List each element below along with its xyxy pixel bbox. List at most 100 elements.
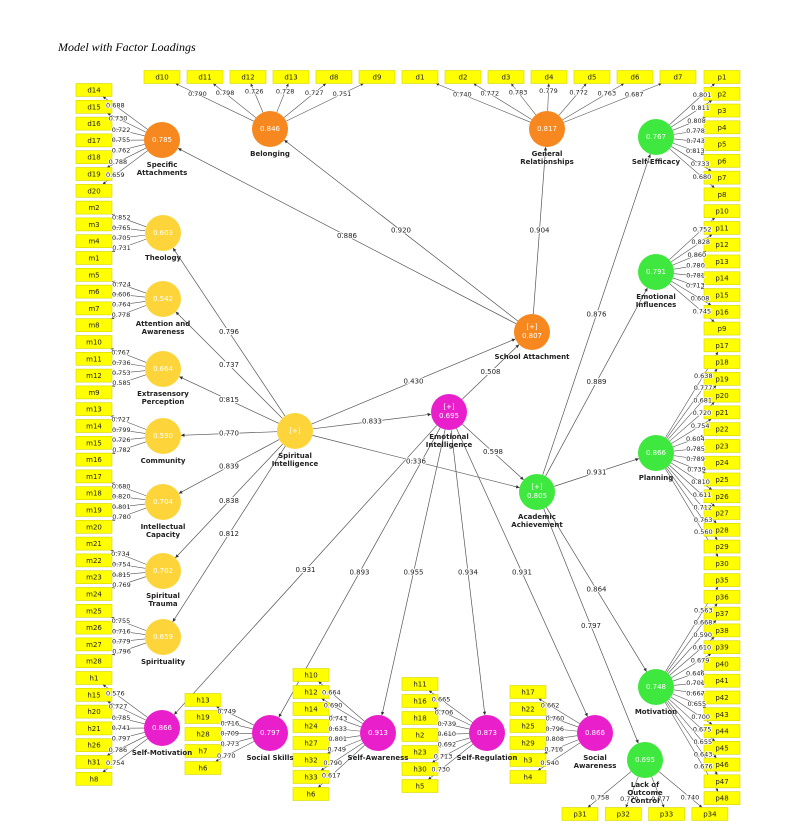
loading-arrow [111,225,146,232]
indicator-box [292,685,330,699]
loading-arrow [673,128,705,135]
loading-arrow [111,374,147,387]
indicator-box [703,86,741,101]
node-value: 0.695 [635,756,655,764]
loading-arrow [673,681,705,686]
loading-arrow [625,776,639,808]
loading-arrow [111,305,147,320]
loading-value: 0.665 [432,695,451,703]
indicator-label: m1 [88,255,99,263]
loading-arrow [111,507,147,521]
loading-value: 0.724 [112,280,131,288]
indicator-label: h28 [196,731,209,739]
loading-arrow [111,292,146,298]
indicator-box [75,116,113,131]
indicator-label: m25 [86,607,102,615]
loading-value: 0.736 [112,359,131,367]
indicator-box [315,70,353,84]
loading-value: 0.560 [694,528,713,536]
loading-arrow [328,735,361,742]
loading-value: 0.743 [686,137,705,145]
indicator-label: p19 [715,375,728,383]
path-arrow [177,147,517,325]
path-arrow [461,344,520,400]
indicator-box [444,70,482,84]
path-arrow [175,443,283,559]
loading-value: 0.772 [569,88,588,96]
loading-arrow [547,83,551,112]
indicator-label: h21 [87,725,100,733]
loading-arrow [111,562,146,569]
loading-arrow [562,83,625,121]
loading-arrow [111,234,146,241]
loading-value: 0.815 [112,571,131,579]
loading-value: 0.643 [694,750,713,758]
loading-value: 0.667 [686,689,705,697]
indicator-label: p11 [715,224,728,232]
node-label: Spiritual Trauma [146,592,180,608]
indicator-label: m11 [86,355,102,363]
indicator-label: d14 [87,87,101,95]
path-coefficient: 0.833 [362,418,382,426]
loading-arrow [673,263,705,270]
indicator-box [616,70,654,84]
indicator-box [703,640,741,654]
loading-arrow [111,360,146,367]
indicator-label: d5 [588,74,597,82]
node-label: Academic Achievement [511,513,563,529]
loading-arrow [545,715,579,728]
indicator-label: p34 [703,811,717,819]
loading-arrow [673,455,705,462]
loading-arrow [672,250,707,266]
node-label: Emotional Intelligence [425,433,473,449]
indicator-box [292,753,330,767]
indicator-box [703,472,741,487]
loading-arrow [212,83,257,118]
indicator-box [184,727,222,741]
loading-value: 0.713 [434,753,453,761]
node-value: 0.866 [646,449,667,457]
indicator-box [75,419,113,433]
indicator-box [184,744,222,758]
loading-arrow [111,503,146,510]
indicator-label: p14 [715,275,729,283]
indicator-box [703,724,741,738]
loading-arrow [672,142,705,155]
path-coefficient: 0.797 [581,622,601,630]
loading-arrow [111,280,147,294]
indicator-box [401,711,439,725]
loading-value: 0.576 [106,690,125,698]
loading-arrow [220,720,253,730]
loading-arrow [327,739,362,754]
loading-arrow [545,726,578,732]
loading-value: 0.726 [112,436,131,444]
indicator-box [573,70,611,84]
loading-value: 0.741 [112,724,131,732]
loading-value: 0.767 [111,348,130,356]
loading-arrow [106,147,147,168]
loading-value: 0.796 [112,648,131,656]
loading-value: 0.716 [221,719,240,727]
loading-value: 0.676 [694,763,713,771]
indicator-box [75,234,113,248]
latent-node [277,413,313,449]
path-coefficient: 0.931 [586,469,606,477]
indicator-box [703,657,741,671]
loading-value: 0.780 [686,262,705,270]
indicator-box [703,623,741,638]
indicator-label: h14 [304,706,318,714]
path-arrow [542,153,651,476]
latent-node [145,484,181,520]
loading-value: 0.743 [329,715,348,723]
latent-node [145,418,181,454]
loading-value: 0.801 [693,91,712,99]
indicator-label: m17 [86,473,102,481]
loading-value: 0.783 [509,88,528,96]
indicator-box [703,372,741,386]
indicator-label: m5 [88,271,99,279]
indicator-label: p15 [715,292,728,300]
loading-value: 0.763 [597,90,616,98]
loading-arrow [111,482,147,497]
path-arrow [545,287,648,477]
loading-arrow [111,628,146,635]
